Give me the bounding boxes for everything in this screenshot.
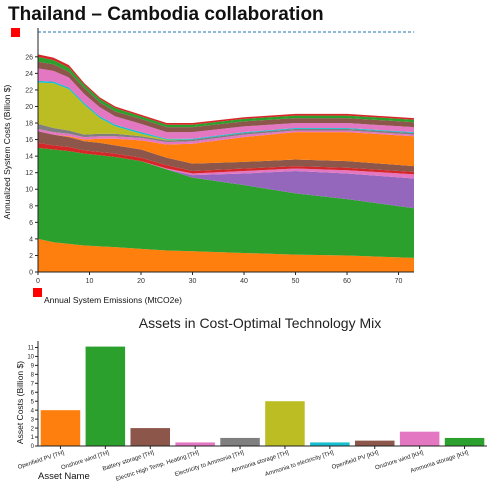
y-tick-label: 0 <box>29 270 33 277</box>
y-tick-label: 12 <box>25 170 33 177</box>
area-series-6 <box>38 131 414 172</box>
area-series-4 <box>38 147 414 179</box>
y-tick-label: 14 <box>25 154 33 161</box>
x-tick-label: 10 <box>86 278 94 285</box>
bar-y-tick-label: 6 <box>31 390 35 396</box>
bar-category-label: Openfield PV [TH] <box>17 450 65 471</box>
bar-y-tick-label: 1 <box>31 435 35 441</box>
y-tick-label: 4 <box>29 236 33 243</box>
area-series-7 <box>38 131 414 167</box>
x-tick-label: 50 <box>292 278 300 285</box>
y-tick-label: 2 <box>29 253 33 260</box>
y-tick-label: 16 <box>25 137 33 144</box>
bar-electric-high-temp-heating-th[interactable] <box>175 442 215 446</box>
x-tick-label: 20 <box>137 278 145 285</box>
bar-x-axis-label: Asset Name <box>38 471 90 482</box>
y-tick-label: 22 <box>25 87 33 94</box>
x-tick-label: 60 <box>343 278 351 285</box>
bar-chart-title: Assets in Cost-Optimal Technology Mix <box>139 315 382 331</box>
y-tick-label: 24 <box>25 71 33 78</box>
area-series-3 <box>38 147 414 209</box>
x-tick-label: 30 <box>189 278 197 285</box>
y-tick-label: 20 <box>25 104 33 111</box>
x-range-handle[interactable] <box>33 288 42 297</box>
bar-battery-storage-th[interactable] <box>130 428 171 446</box>
bar-y-axis-label: Asset Costs (Billion $) <box>15 361 25 444</box>
bar-y-tick-label: 7 <box>31 382 35 388</box>
bar-y-tick-label: 8 <box>31 373 35 379</box>
y-tick-label: 26 <box>25 54 33 61</box>
bar-y-tick-label: 4 <box>31 408 35 414</box>
bar-onshore-wind-kh[interactable] <box>399 431 440 446</box>
area-series-5 <box>38 142 414 175</box>
x-axis-label: Annual System Emissions (MtCO2e) <box>44 295 182 305</box>
y-range-handle[interactable] <box>11 28 20 37</box>
y-tick-label: 10 <box>25 187 33 194</box>
bar-y-tick-label: 9 <box>31 364 35 370</box>
area-series-8 <box>38 128 414 145</box>
bar-ammonia-storage-th[interactable] <box>265 401 305 446</box>
area-series-2 <box>38 147 414 258</box>
area-series-1 <box>38 238 414 272</box>
x-tick-label: 0 <box>36 278 40 285</box>
bar-category-label: Openfield PV [KH] <box>331 450 379 471</box>
y-tick-label: 6 <box>29 220 33 227</box>
bar-category-label: Electric High Temp. Heating [TH] <box>115 450 200 483</box>
bar-onshore-wind-th[interactable] <box>85 346 126 446</box>
bar-y-tick-label: 0 <box>31 444 35 450</box>
bar-openfield-pv-kh[interactable] <box>354 440 395 446</box>
page-title: Thailand – Cambodia collaboration <box>8 4 324 25</box>
x-tick-label: 70 <box>395 278 403 285</box>
x-tick-label: 40 <box>240 278 248 285</box>
y-axis-label: Annualized System Costs (Billion $) <box>2 85 12 220</box>
bar-openfield-pv-th[interactable] <box>40 410 81 446</box>
y-tick-label: 18 <box>25 121 33 128</box>
y-tick-label: 8 <box>29 203 33 210</box>
bar-y-tick-label: 10 <box>27 355 34 361</box>
bar-y-tick-label: 2 <box>31 426 35 432</box>
bar-electricity-to-ammonia-th[interactable] <box>220 437 260 446</box>
bar-ammonia-to-electricity-th[interactable] <box>310 442 350 446</box>
bar-y-tick-label: 5 <box>31 399 35 405</box>
bar-ammonia-storage-kh[interactable] <box>444 437 485 446</box>
bar-y-tick-label: 11 <box>28 346 35 352</box>
bar-y-tick-label: 3 <box>31 417 35 423</box>
